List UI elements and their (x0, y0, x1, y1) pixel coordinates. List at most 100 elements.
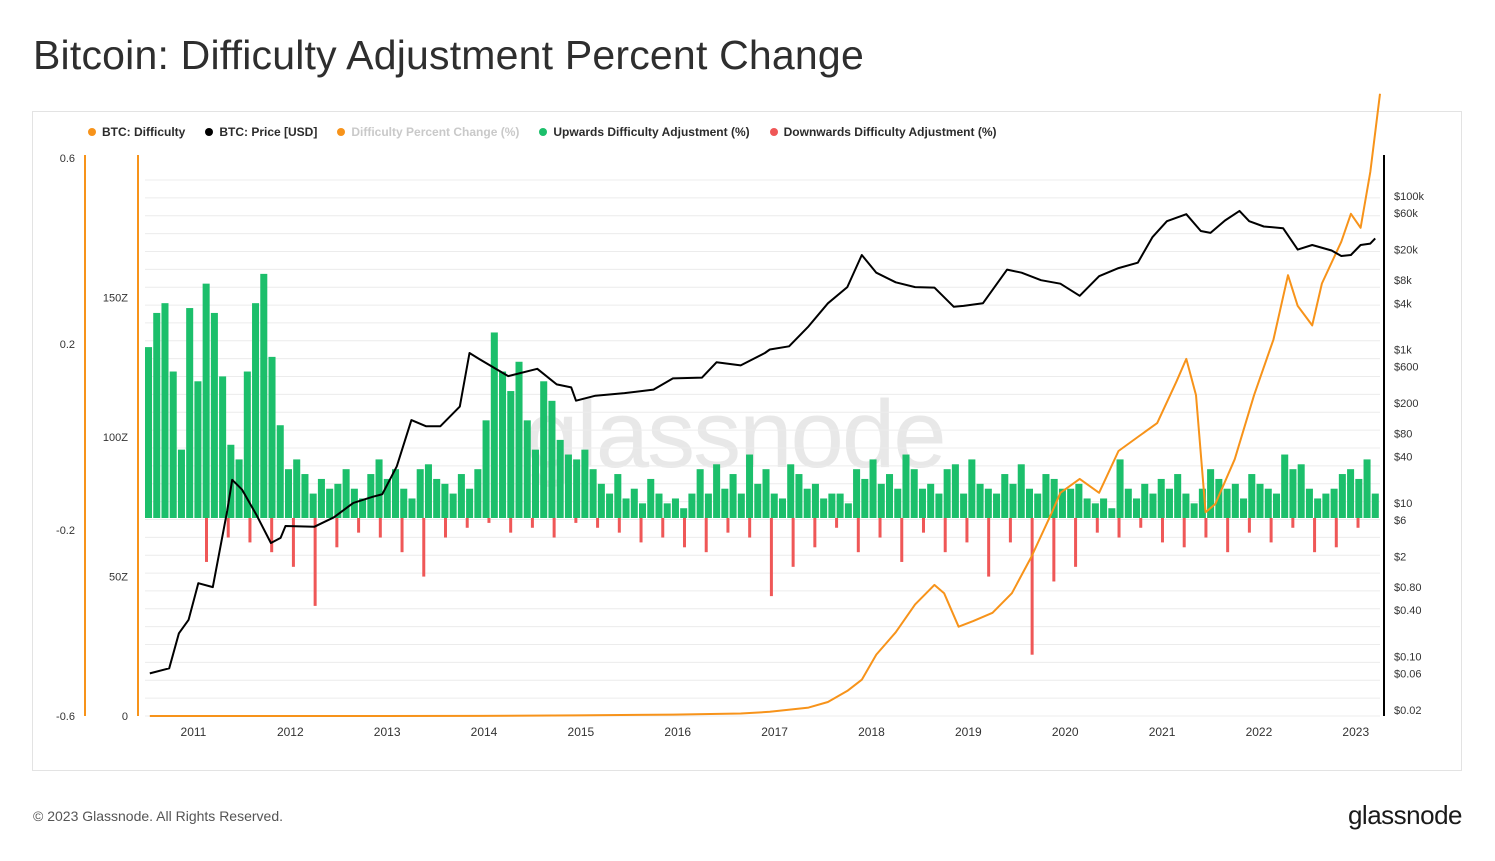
difficulty-line (149, 93, 1381, 717)
up-bar (219, 376, 227, 518)
y-tick-price: $100k (1394, 191, 1424, 203)
up-bar (1207, 469, 1215, 518)
up-bar (778, 498, 786, 518)
up-bar (1240, 498, 1248, 518)
down-bar (617, 518, 621, 533)
footer-logo[interactable]: glassnode (1347, 800, 1463, 830)
legend-label: BTC: Price [USD] (219, 125, 318, 139)
down-bar (465, 518, 469, 528)
y-tick-pct: -0.2 (56, 525, 75, 537)
up-bar (1256, 483, 1264, 518)
down-bar (335, 518, 339, 548)
down-bar (1182, 518, 1186, 548)
up-bar (482, 420, 490, 518)
up-bar (1042, 474, 1050, 518)
legend-dot-icon (337, 128, 346, 136)
up-bar (375, 459, 383, 518)
up-bar (935, 493, 943, 518)
up-bar (1174, 474, 1182, 518)
up-bar (1363, 459, 1371, 518)
legend-label: BTC: Difficulty (102, 125, 186, 139)
down-bar (574, 518, 578, 523)
y-tick-price: $60k (1394, 208, 1418, 220)
up-bar (1067, 488, 1075, 518)
up-bar (861, 478, 869, 518)
up-bar (145, 347, 153, 518)
up-bar (523, 420, 531, 518)
up-bar (359, 498, 367, 518)
down-bar (1139, 518, 1143, 528)
up-bar (1347, 469, 1355, 518)
up-bar (210, 312, 218, 518)
up-bar (1289, 469, 1297, 518)
up-bar (573, 459, 581, 518)
up-bar (1149, 493, 1157, 518)
down-bar (878, 518, 882, 538)
up-bar (597, 483, 605, 518)
y-tick-difficulty: 0 (122, 711, 128, 723)
legend-dot-icon (205, 128, 214, 136)
up-bar (301, 474, 309, 518)
up-bar (902, 454, 910, 518)
up-bar (367, 474, 375, 518)
x-tick-label: 2019 (955, 725, 982, 739)
down-bar (661, 518, 665, 538)
x-tick-label: 2012 (277, 725, 304, 739)
up-bar (787, 464, 795, 518)
x-tick-label: 2022 (1246, 725, 1273, 739)
y-tick-price: $600 (1394, 361, 1418, 373)
down-bar (378, 518, 382, 538)
down-bar (682, 518, 686, 548)
y-tick-price: $0.40 (1394, 605, 1422, 617)
up-bar (1371, 493, 1379, 518)
y-tick-difficulty: 50Z (109, 572, 128, 584)
up-bar (754, 483, 762, 518)
down-bar (270, 518, 274, 553)
up-bar (886, 474, 894, 518)
up-bar (795, 474, 803, 518)
legend-item[interactable]: Upwards Difficulty Adjustment (%) (539, 125, 750, 139)
up-bar (1009, 483, 1017, 518)
up-bar (655, 493, 663, 518)
y-tick-price: $8k (1394, 275, 1412, 287)
up-bar (984, 488, 992, 518)
legend-item[interactable]: BTC: Difficulty (88, 125, 185, 139)
down-bar (921, 518, 925, 533)
legend-item[interactable]: Downwards Difficulty Adjustment (%) (769, 125, 997, 139)
down-bar (704, 518, 708, 553)
up-bar (457, 474, 465, 518)
up-bar (1272, 493, 1280, 518)
up-bar (869, 459, 877, 518)
up-bar (1050, 478, 1058, 518)
up-bar (704, 493, 712, 518)
down-bar (1356, 518, 1360, 528)
legend-dot-icon (769, 128, 778, 136)
up-bar (441, 483, 449, 518)
legend-item[interactable]: Difficulty Percent Change (%) (337, 125, 519, 139)
y-tick-difficulty: 150Z (103, 293, 128, 305)
up-bar (622, 498, 630, 518)
down-bar (596, 518, 600, 528)
down-bar (530, 518, 534, 528)
up-bar (688, 493, 696, 518)
down-bar (1226, 518, 1230, 553)
up-bar (400, 488, 408, 518)
up-bar (556, 439, 564, 518)
up-bar (227, 444, 235, 518)
up-bar (424, 464, 432, 518)
up-bar (235, 459, 243, 518)
legend-item[interactable]: BTC: Price [USD] (205, 125, 317, 139)
up-bar (507, 391, 515, 518)
down-bar (357, 518, 361, 533)
x-tick-label: 2015 (568, 725, 595, 739)
up-bar (334, 483, 342, 518)
up-bar (811, 483, 819, 518)
up-bar (1322, 493, 1330, 518)
up-bar (828, 493, 836, 518)
down-bar (965, 518, 969, 543)
down-bar (487, 518, 491, 523)
down-bar (639, 518, 643, 543)
up-bar (531, 449, 539, 518)
up-bar (515, 361, 523, 518)
up-bar (293, 459, 301, 518)
